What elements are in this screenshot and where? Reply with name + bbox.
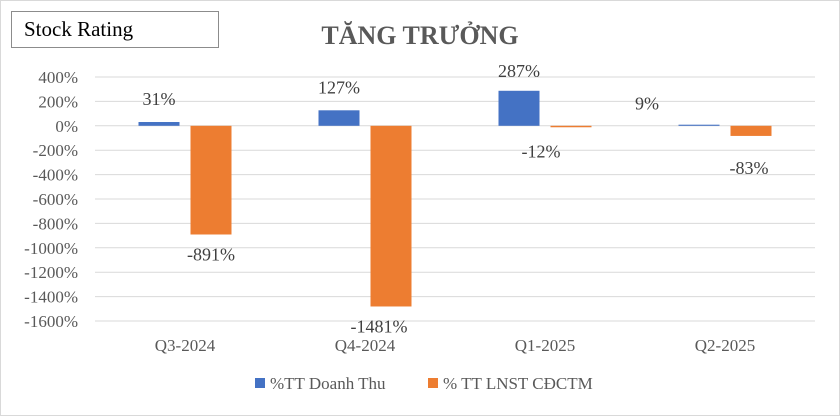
data-label: 31% bbox=[143, 89, 176, 109]
bar-doanh-thu bbox=[138, 122, 180, 126]
x-axis-categories: Q3-2024 Q4-2024 Q1-2025 Q2-2025 bbox=[155, 336, 755, 355]
x-category-label: Q3-2024 bbox=[155, 336, 216, 355]
bar-lnst bbox=[550, 125, 592, 128]
y-tick-label: 0% bbox=[55, 117, 78, 136]
bar-lnst bbox=[730, 125, 772, 136]
chart-title: TĂNG TRƯỞNG bbox=[321, 21, 518, 50]
x-category-label: Q4-2024 bbox=[335, 336, 396, 355]
y-tick-label: -600% bbox=[33, 190, 78, 209]
data-label: -1481% bbox=[351, 316, 408, 336]
x-category-label: Q1-2025 bbox=[515, 336, 575, 355]
y-tick-label: -1200% bbox=[24, 263, 78, 282]
legend-swatch-doanh-thu bbox=[255, 378, 265, 388]
bar-lnst bbox=[190, 125, 232, 235]
legend-swatch-lnst bbox=[428, 378, 438, 388]
bars bbox=[138, 90, 772, 307]
y-tick-label: 200% bbox=[38, 92, 78, 111]
data-label: -12% bbox=[522, 141, 561, 161]
data-labels: 31% -891% 127% -1481% 287% -12% 9% -83% bbox=[143, 61, 769, 337]
y-tick-label: -1400% bbox=[24, 288, 78, 307]
y-tick-label: -1600% bbox=[24, 312, 78, 331]
data-label: 287% bbox=[498, 61, 540, 81]
y-tick-label: -200% bbox=[33, 141, 78, 160]
data-label: 127% bbox=[318, 77, 360, 97]
y-tick-label: -400% bbox=[33, 166, 78, 185]
bar-doanh-thu bbox=[678, 124, 720, 126]
y-axis-ticks: 400% 200% 0% -200% -400% -600% -800% -1000% -120… bbox=[24, 68, 78, 331]
data-label: -891% bbox=[187, 245, 235, 265]
legend-label-doanh-thu: %TT Doanh Thu bbox=[270, 374, 386, 393]
bar-doanh-thu bbox=[498, 90, 540, 126]
y-tick-label: -1000% bbox=[24, 239, 78, 258]
data-label: 9% bbox=[635, 94, 659, 114]
x-category-label: Q2-2025 bbox=[695, 336, 755, 355]
bar-lnst bbox=[370, 125, 412, 307]
legend-label-lnst: % TT LNST CĐCTM bbox=[443, 374, 593, 393]
y-tick-label: -800% bbox=[33, 214, 78, 233]
data-label: -83% bbox=[730, 158, 769, 178]
bar-doanh-thu bbox=[318, 110, 360, 126]
stock-rating-badge: Stock Rating bbox=[11, 11, 219, 48]
legend: %TT Doanh Thu % TT LNST CĐCTM bbox=[255, 374, 593, 393]
y-tick-label: 400% bbox=[38, 68, 78, 87]
